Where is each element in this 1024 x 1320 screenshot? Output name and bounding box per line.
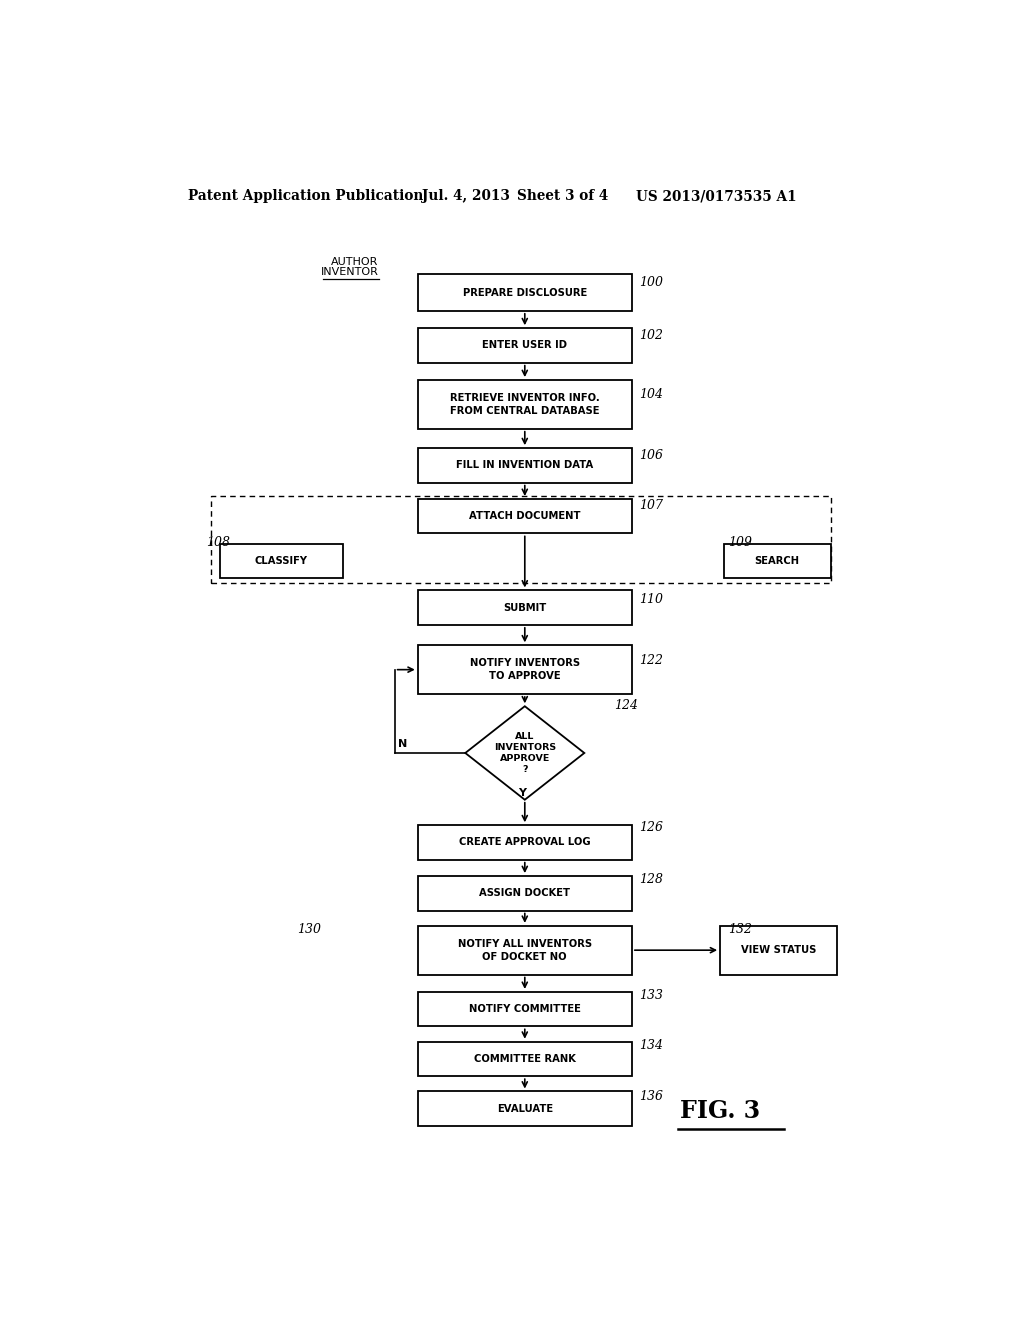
- Text: PREPARE DISCLOSURE: PREPARE DISCLOSURE: [463, 288, 587, 297]
- Bar: [418, 499, 632, 533]
- Text: 104: 104: [639, 388, 664, 401]
- Text: 110: 110: [639, 593, 664, 606]
- Bar: [418, 1041, 632, 1076]
- Text: 102: 102: [639, 329, 664, 342]
- Bar: [418, 876, 632, 911]
- Text: 126: 126: [639, 821, 664, 834]
- Bar: [720, 925, 838, 974]
- Text: 122: 122: [639, 653, 664, 667]
- Text: ATTACH DOCUMENT: ATTACH DOCUMENT: [469, 511, 581, 521]
- Text: 132: 132: [728, 923, 752, 936]
- Bar: [418, 991, 632, 1027]
- Text: FIG. 3: FIG. 3: [680, 1098, 760, 1123]
- Text: CREATE APPROVAL LOG: CREATE APPROVAL LOG: [459, 837, 591, 847]
- Text: 109: 109: [728, 536, 752, 549]
- Text: Sheet 3 of 4: Sheet 3 of 4: [517, 189, 608, 203]
- Text: AUTHOR: AUTHOR: [332, 257, 379, 267]
- Bar: [418, 590, 632, 624]
- Bar: [211, 496, 831, 583]
- Bar: [418, 645, 632, 694]
- Text: Y: Y: [518, 788, 526, 797]
- Text: COMMITTEE RANK: COMMITTEE RANK: [474, 1053, 575, 1064]
- Text: EVALUATE: EVALUATE: [497, 1104, 553, 1114]
- Text: 136: 136: [639, 1089, 664, 1102]
- Text: VIEW STATUS: VIEW STATUS: [741, 945, 816, 956]
- Polygon shape: [465, 706, 585, 800]
- Bar: [418, 925, 632, 974]
- Text: 128: 128: [639, 873, 664, 886]
- Text: NOTIFY COMMITTEE: NOTIFY COMMITTEE: [469, 1005, 581, 1014]
- Bar: [418, 447, 632, 483]
- Text: INVENTOR: INVENTOR: [321, 267, 379, 277]
- Text: 107: 107: [639, 499, 664, 512]
- Text: Patent Application Publication: Patent Application Publication: [187, 189, 423, 203]
- Text: CLASSIFY: CLASSIFY: [255, 556, 307, 566]
- Text: ALL
INVENTORS
APPROVE
?: ALL INVENTORS APPROVE ?: [494, 731, 556, 774]
- Text: 100: 100: [639, 276, 664, 289]
- Text: NOTIFY INVENTORS
TO APPROVE: NOTIFY INVENTORS TO APPROVE: [470, 659, 580, 681]
- Bar: [418, 275, 632, 312]
- Text: ASSIGN DOCKET: ASSIGN DOCKET: [479, 888, 570, 898]
- Text: US 2013/0173535 A1: US 2013/0173535 A1: [636, 189, 797, 203]
- Bar: [220, 544, 343, 578]
- Text: RETRIEVE INVENTOR INFO.
FROM CENTRAL DATABASE: RETRIEVE INVENTOR INFO. FROM CENTRAL DAT…: [450, 393, 600, 416]
- Text: 130: 130: [297, 923, 322, 936]
- Bar: [418, 1092, 632, 1126]
- Text: 108: 108: [206, 536, 229, 549]
- Text: NOTIFY ALL INVENTORS
OF DOCKET NO: NOTIFY ALL INVENTORS OF DOCKET NO: [458, 939, 592, 961]
- Text: 124: 124: [614, 700, 639, 713]
- Text: ENTER USER ID: ENTER USER ID: [482, 341, 567, 350]
- Text: 134: 134: [639, 1039, 664, 1052]
- Bar: [418, 329, 632, 363]
- Bar: [418, 825, 632, 859]
- Bar: [418, 380, 632, 429]
- Text: SUBMIT: SUBMIT: [503, 603, 547, 612]
- Text: N: N: [397, 739, 408, 748]
- Text: FILL IN INVENTION DATA: FILL IN INVENTION DATA: [456, 461, 594, 470]
- Text: SEARCH: SEARCH: [755, 556, 800, 566]
- Text: Jul. 4, 2013: Jul. 4, 2013: [422, 189, 510, 203]
- Text: 106: 106: [639, 449, 664, 462]
- Text: 133: 133: [639, 989, 664, 1002]
- Bar: [724, 544, 830, 578]
